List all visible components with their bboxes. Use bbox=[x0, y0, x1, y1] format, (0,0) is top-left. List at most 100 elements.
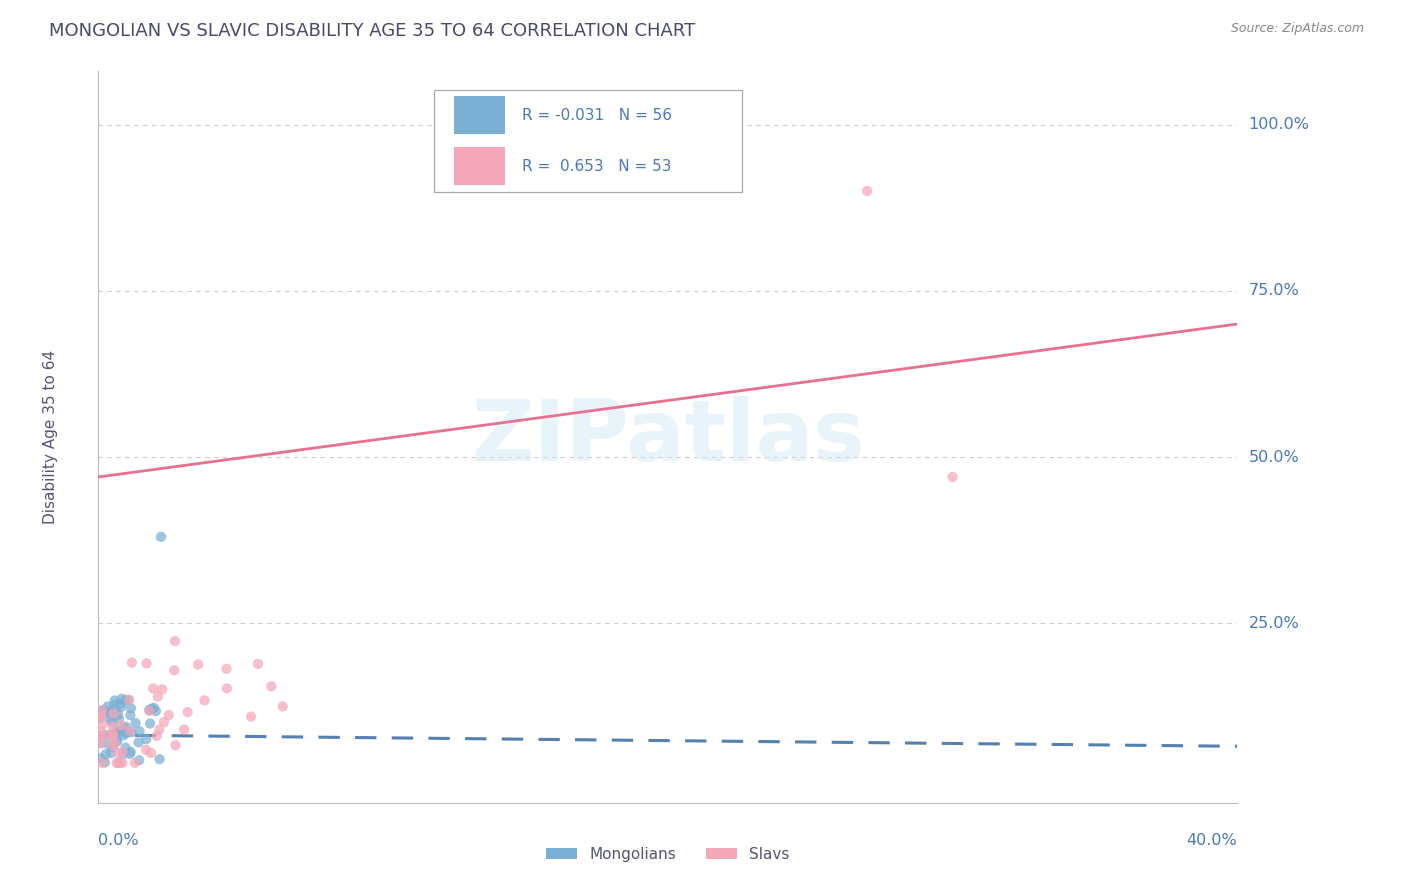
Text: 0.0%: 0.0% bbox=[98, 833, 139, 848]
Point bbox=[90, 709, 112, 723]
Point bbox=[101, 715, 124, 730]
Point bbox=[120, 725, 142, 739]
Point bbox=[142, 681, 165, 696]
Point bbox=[114, 740, 136, 755]
Point bbox=[139, 716, 162, 731]
Point bbox=[117, 725, 139, 739]
Point bbox=[104, 693, 127, 707]
Point bbox=[107, 747, 129, 761]
Point bbox=[145, 704, 167, 718]
Text: 100.0%: 100.0% bbox=[1249, 117, 1309, 132]
Point bbox=[103, 725, 125, 739]
Text: Source: ZipAtlas.com: Source: ZipAtlas.com bbox=[1230, 22, 1364, 36]
Point bbox=[153, 714, 176, 729]
Point bbox=[100, 729, 122, 743]
Point bbox=[120, 708, 142, 723]
Point bbox=[135, 657, 157, 671]
Point bbox=[110, 718, 132, 732]
Point bbox=[942, 470, 965, 484]
Point bbox=[96, 728, 118, 742]
Point bbox=[103, 706, 125, 721]
Point bbox=[90, 730, 112, 744]
Point bbox=[120, 701, 142, 715]
Bar bbox=[454, 96, 505, 135]
Point bbox=[124, 716, 146, 731]
Point bbox=[193, 693, 215, 707]
Point bbox=[110, 756, 132, 770]
Point bbox=[105, 734, 128, 748]
Point bbox=[110, 724, 132, 739]
Point bbox=[103, 740, 125, 755]
Point bbox=[128, 735, 150, 749]
Point bbox=[135, 732, 157, 747]
FancyBboxPatch shape bbox=[434, 90, 742, 192]
Point bbox=[138, 704, 160, 718]
Point bbox=[150, 682, 173, 697]
Point bbox=[124, 756, 146, 770]
Point bbox=[91, 717, 114, 731]
Point bbox=[118, 693, 141, 707]
Point bbox=[98, 712, 121, 726]
Point bbox=[146, 729, 169, 743]
Text: 75.0%: 75.0% bbox=[1249, 284, 1299, 298]
Point bbox=[149, 752, 172, 766]
Point bbox=[90, 756, 112, 770]
Point bbox=[107, 756, 129, 770]
Point bbox=[103, 703, 125, 717]
Point bbox=[100, 746, 122, 760]
Point bbox=[89, 736, 111, 750]
Point bbox=[110, 697, 132, 711]
Point bbox=[93, 703, 115, 717]
Point bbox=[114, 693, 136, 707]
Point bbox=[157, 708, 180, 723]
Text: R =  0.653   N = 53: R = 0.653 N = 53 bbox=[522, 159, 672, 174]
Point bbox=[97, 706, 120, 720]
Point bbox=[118, 747, 141, 761]
Point bbox=[97, 699, 120, 714]
Point bbox=[91, 703, 114, 717]
Point bbox=[146, 690, 169, 704]
Point bbox=[114, 720, 136, 734]
Point bbox=[271, 699, 294, 714]
Point bbox=[247, 657, 270, 671]
Point bbox=[128, 753, 150, 767]
Point bbox=[104, 736, 127, 750]
Legend: Mongolians, Slavs: Mongolians, Slavs bbox=[540, 841, 796, 868]
Text: MONGOLIAN VS SLAVIC DISABILITY AGE 35 TO 64 CORRELATION CHART: MONGOLIAN VS SLAVIC DISABILITY AGE 35 TO… bbox=[49, 22, 696, 40]
Point bbox=[176, 705, 198, 719]
Point bbox=[111, 745, 134, 759]
Text: 50.0%: 50.0% bbox=[1249, 450, 1299, 465]
Point bbox=[105, 733, 128, 747]
Point bbox=[142, 701, 165, 715]
Point bbox=[260, 680, 283, 694]
Point bbox=[112, 721, 135, 735]
Point bbox=[187, 657, 209, 672]
Bar bbox=[454, 147, 505, 186]
Point bbox=[141, 702, 163, 716]
Point bbox=[103, 698, 125, 712]
Point bbox=[856, 184, 879, 198]
Point bbox=[240, 709, 263, 723]
Point bbox=[118, 723, 141, 738]
Point bbox=[100, 706, 122, 721]
Point bbox=[101, 726, 124, 740]
Point bbox=[90, 728, 112, 742]
Point bbox=[138, 703, 160, 717]
Point bbox=[101, 739, 124, 753]
Point bbox=[90, 710, 112, 724]
Point bbox=[97, 738, 120, 752]
Point bbox=[111, 747, 134, 762]
Point bbox=[150, 530, 173, 544]
Point bbox=[94, 756, 117, 770]
Point bbox=[111, 756, 134, 770]
Point bbox=[90, 705, 112, 719]
Point bbox=[128, 724, 150, 739]
Point bbox=[165, 739, 187, 753]
Point bbox=[215, 662, 238, 676]
Point bbox=[101, 719, 124, 733]
Text: 40.0%: 40.0% bbox=[1187, 833, 1237, 848]
Point bbox=[111, 691, 134, 706]
Point bbox=[104, 727, 127, 741]
Point bbox=[148, 723, 170, 737]
Point bbox=[120, 745, 142, 759]
